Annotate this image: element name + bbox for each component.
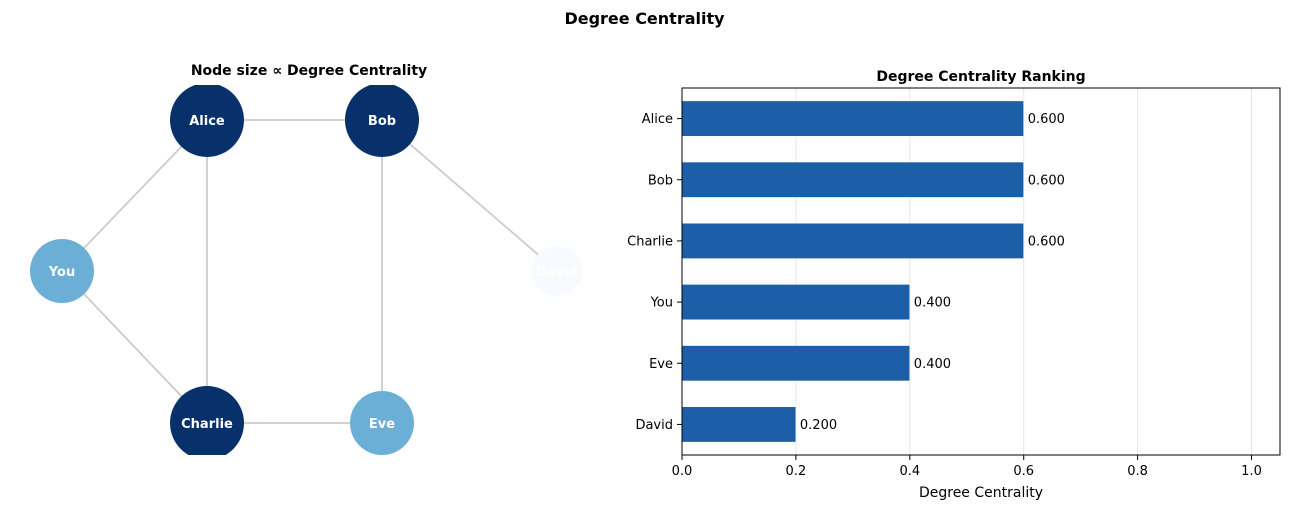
x-axis-label: Degree Centrality [919, 485, 1043, 501]
node-label-charlie: Charlie [181, 417, 233, 432]
bar-value-label-david: 0.200 [800, 418, 837, 433]
y-tick-label-alice: Alice [642, 112, 673, 127]
x-tick-label: 0.2 [786, 464, 807, 479]
x-axis-ticks: 0.0 0.2 0.4 0.6 0.8 1.0 [672, 455, 1262, 479]
node-alice [170, 85, 244, 157]
y-tick-label-david: David [635, 418, 673, 433]
node-charlie [170, 386, 244, 455]
bar-value-label-charlie: 0.600 [1028, 234, 1065, 249]
node-david [532, 246, 582, 296]
bar-series: 0.600 0.600 0.600 0.400 0.400 0.200 [681, 100, 1065, 443]
node-label-bob: Bob [368, 114, 396, 129]
network-edges [61, 119, 558, 424]
bar-you [681, 284, 911, 321]
bar-charlie [681, 222, 1025, 259]
y-axis-ticks: Alice Bob Charlie You Eve David [627, 112, 682, 433]
bar-gridlines [681, 88, 1253, 455]
edge-bob-david [381, 119, 558, 272]
bar-alice [681, 100, 1025, 137]
node-eve [350, 391, 414, 455]
x-tick-label: 0.8 [1127, 464, 1148, 479]
node-label-eve: Eve [369, 417, 395, 432]
bar-value-label-eve: 0.400 [914, 357, 951, 372]
bar-panel: Degree Centrality Ranking 0.6000.6000.60… [627, 69, 1281, 501]
node-label-alice: Alice [189, 114, 225, 129]
bar-value-label-you: 0.400 [914, 296, 951, 311]
y-tick-label-you: You [650, 296, 673, 311]
node-you [30, 239, 94, 303]
y-tick-label-charlie: Charlie [627, 234, 673, 249]
bar-eve [681, 345, 911, 382]
y-tick-label-bob: Bob [648, 173, 673, 188]
bar-bob [681, 161, 1025, 198]
x-tick-label: 0.4 [899, 464, 920, 479]
x-tick-label: 0.0 [672, 464, 693, 479]
x-tick-label: 0.6 [1013, 464, 1034, 479]
network-title: Node size ∝ Degree Centrality [191, 63, 427, 79]
y-tick-label-eve: Eve [649, 357, 673, 372]
bar-plot-frame [681, 87, 1281, 456]
bar-value-label-alice: 0.600 [1028, 112, 1065, 127]
node-label-you: You [48, 265, 75, 280]
bar-david [681, 406, 797, 443]
bar-value-label-bob: 0.600 [1028, 173, 1065, 188]
x-tick-label: 1.0 [1241, 464, 1262, 479]
node-bob [345, 85, 419, 157]
bar-chart-title: Degree Centrality Ranking [876, 69, 1085, 85]
network-nodes: Alice Bob You David Charlie Eve [30, 85, 582, 455]
node-label-david: David [536, 265, 578, 280]
figure-title: Degree Centrality [564, 9, 725, 28]
network-panel: Node size ∝ Degree Centrality Alice Bob Yo… [30, 63, 582, 455]
